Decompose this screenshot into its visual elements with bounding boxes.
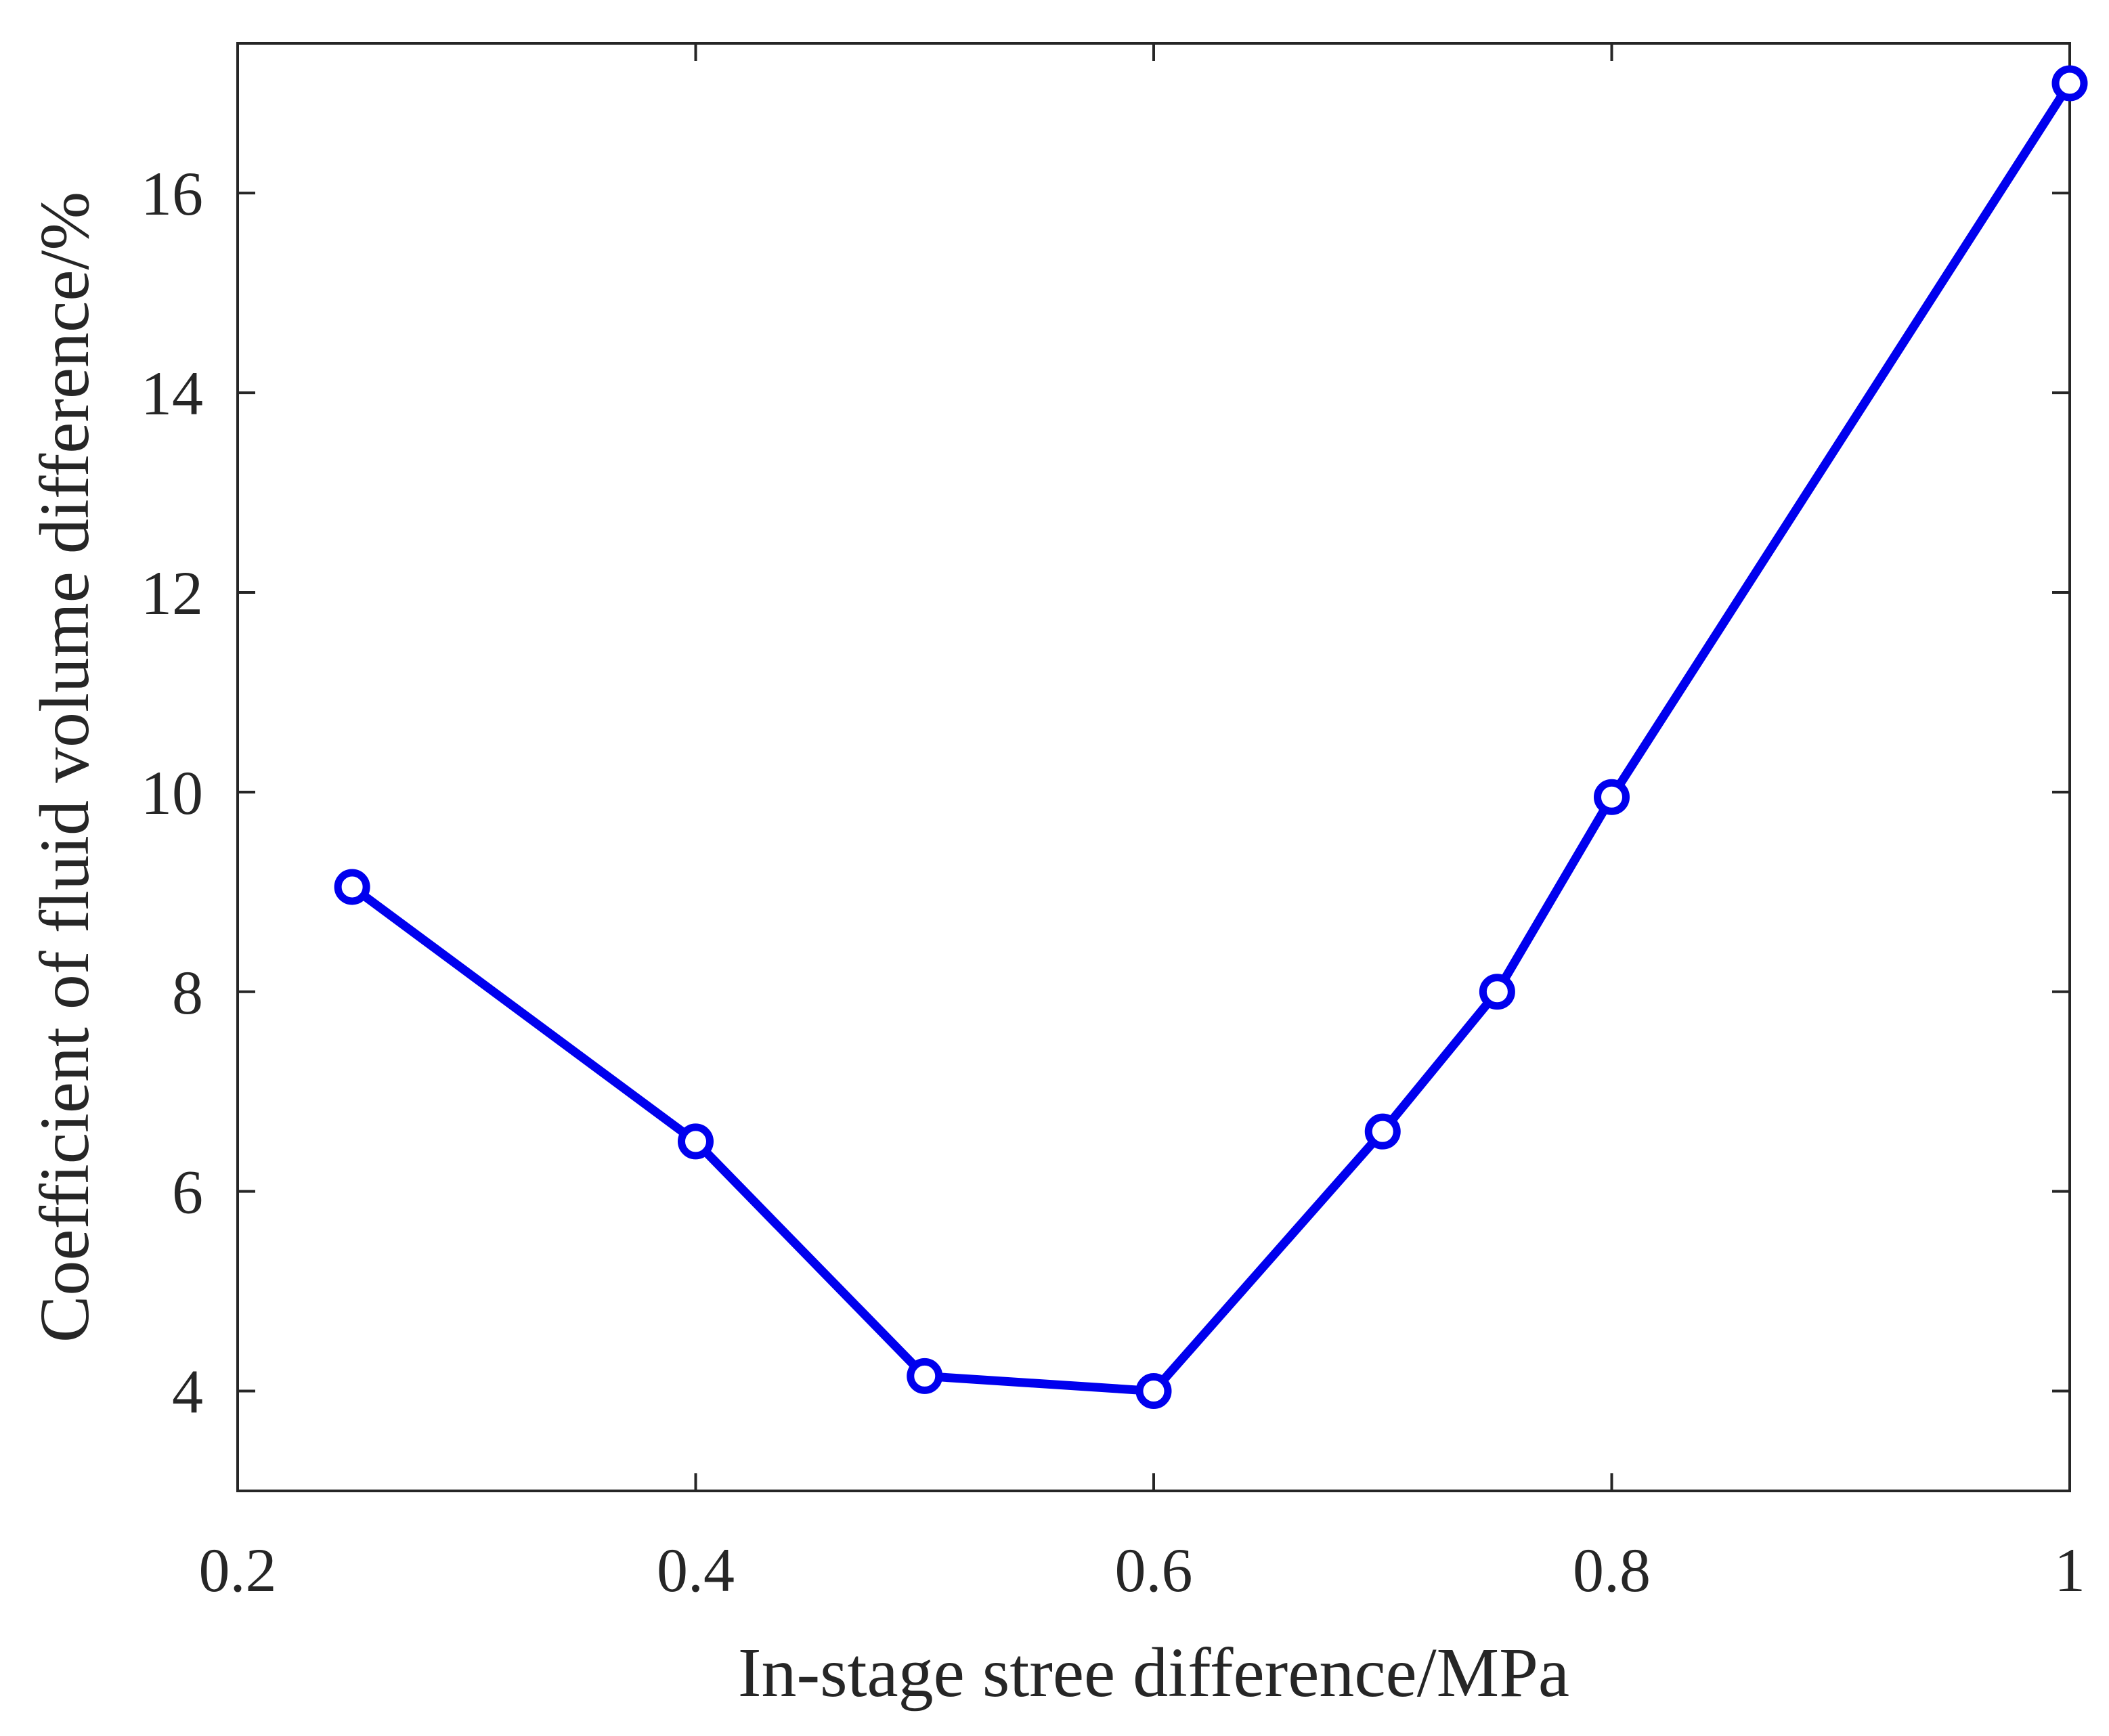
- data-point: [1479, 974, 1515, 1010]
- x-tick-label: 0.8: [1573, 1536, 1651, 1605]
- y-tick-label: 6: [172, 1158, 203, 1227]
- data-point: [334, 869, 370, 905]
- y-tick-label: 16: [141, 159, 203, 228]
- x-tick-label: 0.2: [199, 1536, 277, 1605]
- data-point: [2051, 65, 2088, 102]
- x-tick-label: 0.6: [1115, 1536, 1193, 1605]
- data-point: [1135, 1373, 1172, 1410]
- y-axis-title: Coefficient of fluid volume difference/%: [26, 192, 104, 1343]
- plot-frame: [236, 42, 2071, 1492]
- x-axis-ticks: 0.2 0.4 0.6 0.8 1: [199, 43, 2085, 1605]
- y-tick-label: 14: [141, 359, 203, 428]
- y-tick-label: 10: [141, 758, 203, 827]
- y-tick-label: 8: [172, 958, 203, 1027]
- y-tick-label: 4: [172, 1358, 203, 1427]
- x-axis-title: In-stage stree difference/MPa: [738, 1634, 1569, 1712]
- series-layer: [334, 65, 2088, 1410]
- data-point: [1594, 779, 1630, 815]
- data-point: [678, 1123, 714, 1160]
- x-tick-label: 0.4: [657, 1536, 735, 1605]
- data-point: [907, 1358, 943, 1394]
- y-tick-label: 12: [141, 559, 203, 628]
- x-tick-label: 1: [2054, 1536, 2085, 1605]
- y-axis-ticks: 4 6 8 10 12 14 16: [141, 159, 2070, 1427]
- series-line: [347, 79, 2074, 1396]
- data-point: [1364, 1113, 1401, 1150]
